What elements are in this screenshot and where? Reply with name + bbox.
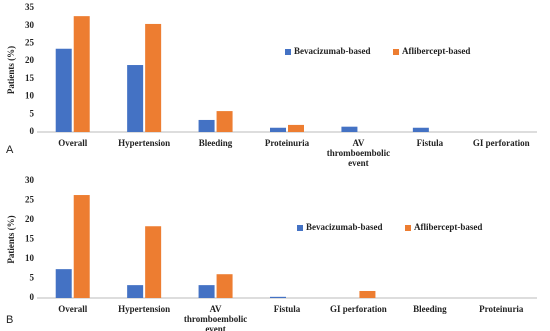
bar bbox=[216, 111, 233, 132]
x-tick-label: Hypertension bbox=[118, 304, 171, 314]
bar bbox=[341, 126, 358, 132]
bar bbox=[270, 127, 286, 132]
bar bbox=[73, 16, 90, 132]
legend-swatch bbox=[285, 49, 291, 55]
y-tick-label: 5 bbox=[30, 273, 35, 283]
y-tick-label: 20 bbox=[25, 55, 35, 65]
y-axis-title: Patients (%) bbox=[6, 46, 16, 94]
bar bbox=[359, 290, 376, 298]
x-tick-label: Proteinuria bbox=[479, 304, 524, 314]
legend-label: Bevacizumab-based bbox=[294, 46, 371, 56]
x-tick-label: AV thromboembolic event bbox=[326, 138, 391, 168]
bar bbox=[198, 119, 215, 132]
x-tick-label: Hypertension bbox=[118, 138, 171, 148]
bar bbox=[288, 124, 304, 132]
x-tick-label: AV thromboembolic event bbox=[183, 304, 248, 331]
legend-label: Aflibercept-based bbox=[414, 222, 482, 232]
y-tick-label: 0 bbox=[30, 126, 35, 136]
panel-label: B bbox=[6, 314, 13, 326]
y-tick-label: 30 bbox=[25, 20, 35, 30]
legend-label: Aflibercept-based bbox=[402, 46, 470, 56]
x-tick-label: Bleeding bbox=[198, 138, 233, 148]
x-tick-label: Overall bbox=[58, 304, 88, 314]
x-tick-label: Proteinuria bbox=[264, 138, 310, 148]
bar bbox=[127, 65, 144, 132]
y-tick-label: 15 bbox=[25, 234, 35, 244]
bar bbox=[127, 285, 144, 298]
y-tick-label: 10 bbox=[25, 91, 35, 101]
y-tick-label: 25 bbox=[25, 195, 35, 205]
x-tick-label: GI perforation bbox=[330, 304, 387, 314]
bar bbox=[73, 195, 90, 298]
bar bbox=[55, 269, 72, 298]
y-tick-label: 5 bbox=[30, 108, 35, 118]
y-tick-label: 30 bbox=[25, 175, 35, 185]
legend-swatch bbox=[393, 49, 399, 55]
y-tick-label: 20 bbox=[25, 214, 35, 224]
y-tick-label: 10 bbox=[25, 253, 35, 263]
bar bbox=[412, 127, 429, 132]
bar bbox=[55, 48, 72, 132]
x-tick-label: Fistula bbox=[416, 138, 444, 148]
y-axis-title: Patients (%) bbox=[6, 215, 16, 263]
x-tick-label: Bleeding bbox=[413, 304, 447, 314]
bar bbox=[198, 285, 215, 298]
x-tick-label: Overall bbox=[58, 138, 88, 148]
legend-swatch bbox=[405, 225, 411, 231]
panel-label: A bbox=[6, 144, 14, 156]
x-tick-label: Fistula bbox=[273, 304, 301, 314]
bar bbox=[270, 296, 286, 298]
y-tick-label: 25 bbox=[25, 37, 35, 47]
y-tick-label: 35 bbox=[25, 2, 35, 12]
bar bbox=[216, 274, 233, 298]
legend-label: Bevacizumab-based bbox=[306, 222, 383, 232]
y-tick-label: 15 bbox=[25, 73, 35, 83]
legend-swatch bbox=[297, 225, 303, 231]
x-tick-label: GI perforation bbox=[472, 138, 530, 148]
bar bbox=[145, 226, 162, 298]
bar bbox=[145, 23, 162, 133]
y-tick-label: 0 bbox=[30, 292, 35, 302]
